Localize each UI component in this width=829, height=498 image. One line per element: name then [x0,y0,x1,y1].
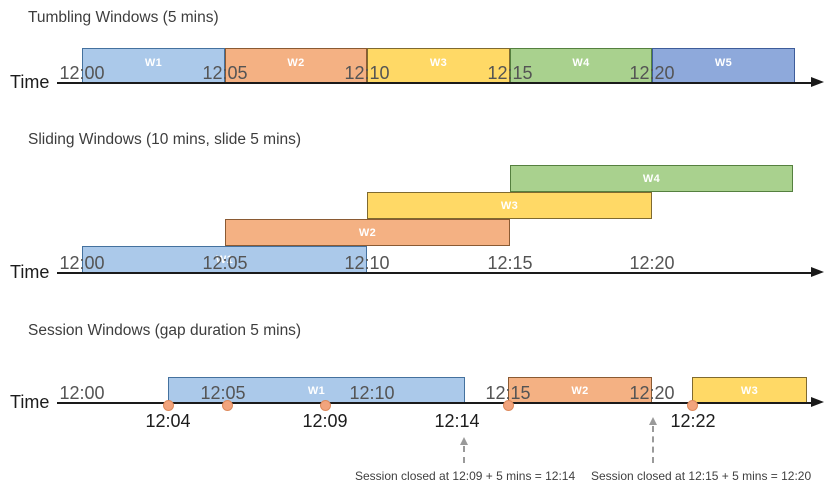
window-label: W1 [215,253,234,266]
axis-tick-label: 12:10 [344,63,390,83]
window-label: W2 [358,226,377,239]
axis-tick-label: 12:20 [629,383,675,403]
timeline-axis [57,402,812,404]
event-time-label: 12:14 [434,411,480,431]
section-title: Session Windows (gap duration 5 mins) [28,322,302,339]
window-label: W4 [642,172,661,185]
window-label: W5 [714,57,733,69]
window-label: W3 [429,57,448,69]
window-w3: W3 [367,48,510,83]
time-axis-label: Time [10,72,50,92]
timeline-axis [57,82,812,84]
axis-tick-label: 12:00 [59,383,105,403]
axis-tick-label: 12:05 [202,63,248,83]
event-dot [162,400,174,411]
callout-dashed-line [463,446,465,463]
window-label: W2 [287,57,305,69]
axis-tick-label: 12:15 [487,253,533,273]
window-w5: W5 [652,48,795,83]
window-label: W2 [571,384,589,397]
time-axis-label: Time [10,392,50,412]
axis-tick-label: 12:10 [344,253,390,273]
event-time-label: 12:04 [145,411,191,431]
window-label: W4 [572,57,590,69]
timeline-axis [57,272,812,274]
axis-tick-label: 12:00 [59,253,105,273]
event-dot [319,400,331,411]
window-w4: W4 [510,165,793,192]
callout-up-arrowhead-icon [648,417,657,425]
window-w4: W4 [510,48,652,83]
window-label: W3 [500,199,519,212]
window-w2: W2 [225,219,510,246]
section-title: Tumbling Windows (5 mins) [28,9,219,26]
window-w3: W3 [692,377,807,404]
window-label: W3 [740,384,759,397]
window-w2: W2 [508,377,652,404]
window-w3: W3 [367,192,652,219]
event-time-label: 12:09 [302,411,348,431]
event-dot [686,400,698,411]
section-title: Sliding Windows (10 mins, slide 5 mins) [28,131,302,148]
callout-up-arrowhead-icon [459,437,468,445]
timeline-arrowhead-icon [811,397,824,407]
axis-tick-label: 12:00 [59,63,105,83]
time-axis-label: Time [10,262,50,282]
axis-tick-label: 12:20 [629,63,675,83]
event-dot [502,400,514,411]
callout-dashed-line [652,426,654,463]
axis-tick-label: 12:15 [487,63,533,83]
axis-tick-label: 12:05 [200,383,246,403]
window-w1: W1 [82,246,367,273]
session-closed-annotation: Session closed at 12:09 + 5 mins = 12:14 [355,469,576,483]
axis-tick-label: 12:20 [629,253,675,273]
timeline-arrowhead-icon [811,77,824,87]
session-closed-annotation: Session closed at 12:15 + 5 mins = 12:20 [591,469,812,483]
window-w1: W1 [168,377,465,404]
timeline-arrowhead-icon [811,267,824,277]
event-dot [221,400,233,411]
axis-tick-label: 12:10 [349,383,395,403]
window-label: W1 [307,384,326,397]
axis-tick-label: 12:15 [485,383,531,403]
window-w1: W1 [82,48,225,83]
window-label: W1 [144,57,163,69]
axis-tick-label: 12:05 [202,253,248,273]
event-time-label: 12:22 [670,411,716,431]
